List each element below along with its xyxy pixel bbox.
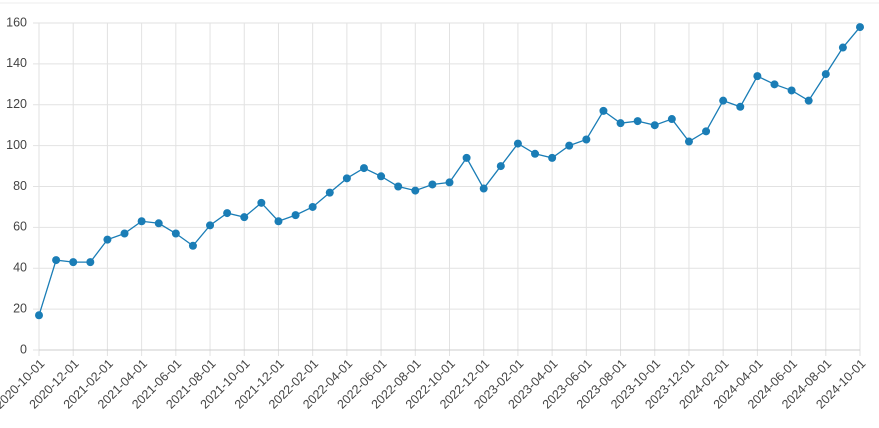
point [821,70,830,79]
point [103,235,112,244]
point [633,117,642,126]
point [188,241,197,250]
point [325,188,334,197]
y-tick-label: 140 [6,56,27,70]
y-tick-label: 160 [6,15,27,29]
point [804,96,813,105]
point [719,96,728,105]
point [462,153,471,162]
point [35,311,43,320]
point [377,172,386,181]
y-tick-label: 0 [20,342,27,356]
point [513,139,522,148]
y-tick-label: 100 [6,138,27,152]
point [257,198,266,207]
point [531,149,540,158]
point [52,256,61,265]
y-tick-label: 20 [13,301,27,315]
point [137,217,146,226]
point [69,258,78,267]
y-tick-label: 80 [13,179,27,193]
point [667,115,676,124]
point [86,258,95,267]
point [753,72,762,81]
point [206,221,215,230]
point [240,213,249,222]
y-tick-label: 60 [13,220,27,234]
point [616,119,625,128]
point [787,86,796,95]
point [650,121,659,130]
point [359,164,368,173]
point [599,106,608,115]
point [702,127,711,136]
point [342,174,351,183]
y-tick-label: 120 [6,97,27,111]
point [308,202,317,211]
point [394,182,403,191]
point [171,229,180,238]
point [223,209,232,218]
point [154,219,163,228]
point [291,211,300,220]
point [445,178,454,187]
point [479,184,488,193]
point [684,137,693,146]
point [582,135,591,144]
point [736,102,745,111]
y-tick-label: 40 [13,261,27,275]
point [411,186,420,195]
point [120,229,129,238]
point [856,23,864,32]
point [565,141,574,150]
point [770,80,779,89]
point [428,180,437,189]
point [548,153,557,162]
point [838,43,847,52]
point [274,217,283,226]
point [496,162,505,171]
